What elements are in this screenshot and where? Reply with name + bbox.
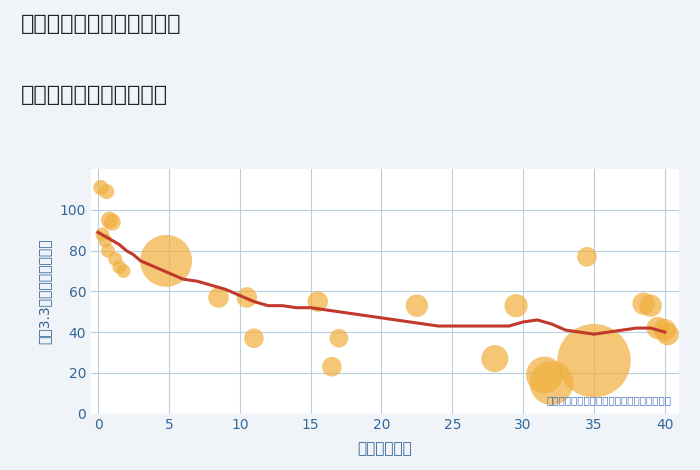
Point (118, 267, 130, 275)
Point (589, 357, 600, 364)
Point (97, 231, 108, 238)
Point (652, 324, 664, 332)
Y-axis label: 坪（3.3㎡）単価（万円）: 坪（3.3㎡）単価（万円） (37, 239, 51, 344)
Point (101, 188, 112, 196)
Point (489, 355, 500, 362)
Point (104, 216, 115, 224)
Text: 築年数別中古戸建て価格: 築年数別中古戸建て価格 (21, 85, 168, 105)
Point (248, 335, 260, 342)
Point (412, 302, 423, 309)
Point (581, 253, 592, 260)
Point (333, 335, 344, 342)
Point (539, 371, 550, 379)
Point (645, 302, 657, 309)
Text: 円の大きさは、取引のあった物件面積を示す: 円の大きさは、取引のあった物件面積を示す (547, 395, 672, 406)
Point (659, 326, 671, 334)
X-axis label: 築年数（年）: 築年数（年） (358, 441, 412, 456)
Point (113, 263, 125, 271)
Point (160, 257, 172, 265)
Point (99, 237, 111, 244)
Point (546, 379, 557, 387)
Point (312, 298, 323, 306)
Text: 愛知県豊橋市牟呂大西町の: 愛知県豊橋市牟呂大西町の (21, 14, 181, 34)
Point (326, 363, 337, 370)
Point (638, 300, 649, 307)
Point (106, 219, 118, 226)
Point (510, 302, 522, 309)
Point (95, 184, 106, 191)
Point (213, 294, 224, 301)
Point (241, 294, 253, 301)
Point (662, 330, 673, 338)
Point (102, 247, 113, 254)
Point (109, 255, 120, 263)
